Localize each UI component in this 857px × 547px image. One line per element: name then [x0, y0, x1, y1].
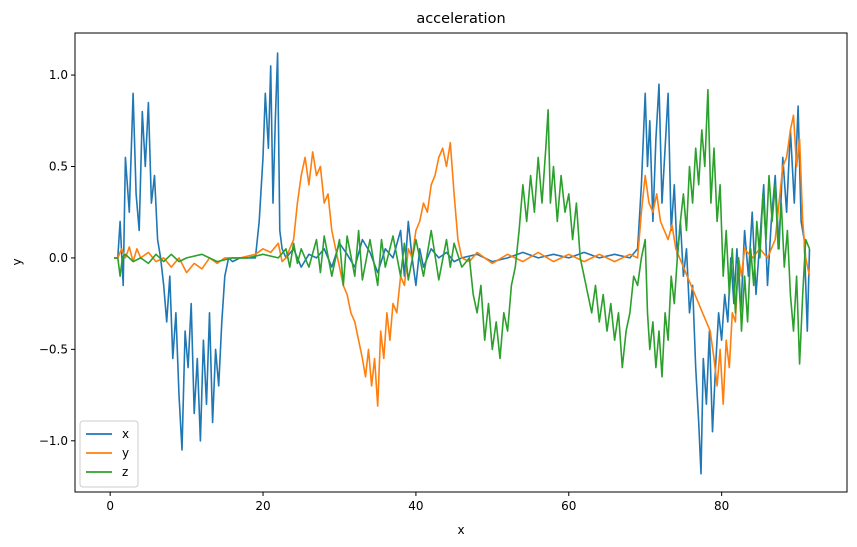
legend: xyz: [79, 420, 139, 488]
plot-frame: [74, 32, 848, 493]
legend-label-z: z: [122, 465, 128, 479]
x-axis-label: x: [457, 523, 464, 537]
y-tick-label: 0.5: [49, 159, 68, 173]
legend-label-y: y: [122, 446, 129, 460]
x-axis: 0 20 40 60 80: [106, 492, 729, 513]
y-axis: −1.0 −0.5 0.0 0.5 1.0: [39, 68, 75, 448]
series-line-y: [114, 114, 811, 407]
x-tick-label: 0: [106, 499, 114, 513]
y-tick-label: 1.0: [49, 68, 68, 82]
series-line-z: [114, 88, 811, 378]
y-tick-label: −0.5: [39, 342, 68, 356]
y-axis-label: y: [10, 258, 24, 265]
chart-title: acceleration: [416, 11, 505, 27]
plot-lines: [114, 52, 811, 475]
legend-box: [79, 420, 139, 488]
x-tick-label: 40: [408, 499, 423, 513]
x-tick-label: 80: [714, 499, 729, 513]
legend-label-x: x: [122, 427, 129, 441]
x-tick-label: 60: [561, 499, 576, 513]
x-tick-label: 20: [255, 499, 270, 513]
series-line-x: [114, 52, 811, 475]
y-tick-label: 0.0: [49, 251, 68, 265]
y-tick-label: −1.0: [39, 434, 68, 448]
